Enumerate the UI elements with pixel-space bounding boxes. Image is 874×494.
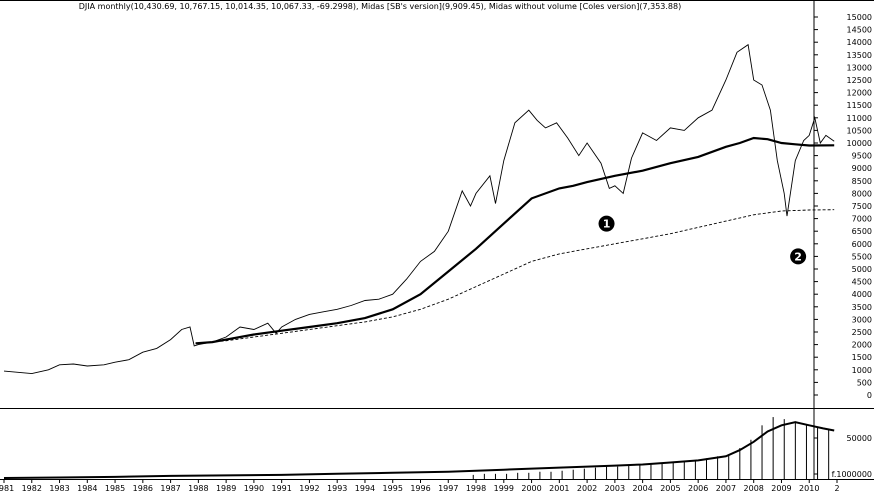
x-axis: 1981 1982 1983 1984 1985 1986 1987 1988 1989 1990…: [0, 479, 840, 493]
x-tick-label: 1992: [299, 484, 319, 493]
y-tick-label: 15000: [847, 13, 872, 22]
y-tick-label: 5500: [852, 252, 872, 261]
x-tick-label: 1999: [494, 484, 514, 493]
y-tick-label: 4000: [852, 290, 872, 299]
volume-avg-line: [3, 421, 835, 479]
y-tick-label: 3000: [852, 315, 872, 324]
x-tick-label: 1985: [105, 484, 125, 493]
y-tick-label: 2000: [852, 341, 872, 350]
x-tick-label: 2007: [716, 484, 736, 493]
x-tick-label: 1991: [271, 484, 291, 493]
series-line-1: [3, 43, 835, 375]
x-tick-label: 1995: [383, 484, 403, 493]
y-tick-label: 7500: [852, 202, 872, 211]
x-tick-label: 1984: [77, 484, 97, 493]
volume-y-tick-label: f.1000000: [832, 470, 872, 479]
y-tick-label: 4500: [852, 278, 872, 287]
y-tick-label: 12000: [847, 89, 872, 98]
x-tick-label: 1986: [133, 484, 153, 493]
x-tick-label: 2006: [688, 484, 708, 493]
y-tick-label: 9000: [852, 164, 872, 173]
y-tick-label: 14000: [847, 38, 872, 47]
annotation-marker: [790, 248, 807, 265]
y-tick-label: 13000: [847, 63, 872, 72]
y-tick-label: 6500: [852, 227, 872, 236]
x-tick-label: 1998: [466, 484, 486, 493]
x-tick-label: 1996: [410, 484, 430, 493]
x-tick-label: 2: [834, 484, 839, 493]
y-tick-label: 8000: [852, 189, 872, 198]
x-tick-label: 2002: [577, 484, 597, 493]
x-tick-label: 2005: [660, 484, 680, 493]
volume-y-tick-label: 50000: [847, 434, 872, 443]
y-tick-label: 7000: [852, 215, 872, 224]
x-tick-label: 1994: [355, 484, 375, 493]
y-tick-label: 2500: [852, 328, 872, 337]
x-tick-label: 2003: [605, 484, 625, 493]
annotation-label: 1: [603, 218, 611, 231]
series-line-3: [195, 209, 835, 344]
x-tick-label: 2008: [744, 484, 764, 493]
y-tick-label: 14500: [847, 26, 872, 35]
y-tick-label: 12500: [847, 76, 872, 85]
annotation-marker: [598, 215, 615, 232]
x-tick-label: 1987: [160, 484, 180, 493]
y-tick-label: 10000: [847, 139, 872, 148]
x-tick-label: 1997: [438, 484, 458, 493]
x-tick-label: 1993: [327, 484, 347, 493]
series-line-2: [195, 136, 835, 345]
chart-title: DJIA monthly(10,430.69, 10,767.15, 10,01…: [79, 2, 681, 11]
volume-panel: 50000 f.1000000: [0, 417, 874, 480]
y-tick-label: 500: [857, 378, 872, 387]
x-tick-label: 1989: [216, 484, 236, 493]
x-tick-label: 2004: [632, 484, 652, 493]
x-tick-label: 1982: [22, 484, 42, 493]
y-tick-label: 6000: [852, 240, 872, 249]
y-tick-label: 8500: [852, 177, 872, 186]
y-tick-label: 9500: [852, 152, 872, 161]
y-tick-label: 10500: [847, 126, 872, 135]
x-tick-label: 1990: [244, 484, 264, 493]
y-tick-label: 11500: [847, 101, 872, 110]
y-tick-label: 0: [867, 391, 872, 400]
x-tick-label: 2009: [771, 484, 791, 493]
y-tick-label: 13500: [847, 51, 872, 60]
price-panel: 0 500 1000 1500 2000 2500 3000 3500 4000 4500 5000…: [0, 0, 874, 479]
y-tick-label: 5000: [852, 265, 872, 274]
x-tick-label: 2000: [521, 484, 541, 493]
x-tick-label: 1988: [188, 484, 208, 493]
y-tick-label: 11000: [847, 114, 872, 123]
y-tick-label: 1500: [852, 353, 872, 362]
x-tick-label: 1981: [0, 484, 14, 493]
x-tick-label: 1983: [49, 484, 69, 493]
annotation-label: 2: [794, 250, 802, 263]
x-tick-label: 2001: [549, 484, 569, 493]
x-tick-label: 2010: [799, 484, 819, 493]
y-tick-label: 1000: [852, 366, 872, 375]
y-tick-label: 3500: [852, 303, 872, 312]
